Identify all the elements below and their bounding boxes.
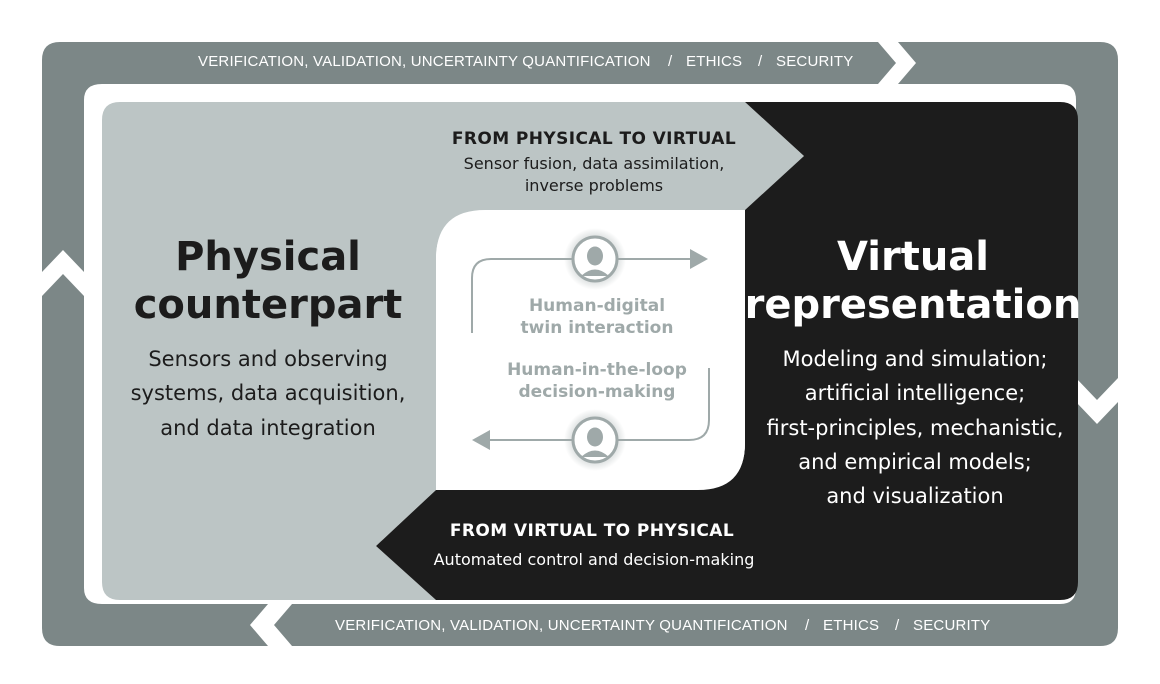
interaction-label-line1: Human-digital bbox=[529, 296, 665, 316]
ring-bottom-ethics: ETHICS bbox=[823, 617, 879, 634]
physical-title-line2: counterpart bbox=[134, 282, 403, 328]
ring-break-top bbox=[878, 42, 916, 84]
virtual-title-line2: representation bbox=[745, 282, 1082, 328]
interaction-label-line2: twin interaction bbox=[521, 318, 674, 338]
ring-bottom-sep1: / bbox=[805, 617, 810, 634]
to-physical-sub-line1: Automated control and decision-making bbox=[434, 550, 755, 569]
ring-top-vvuq: VERIFICATION, VALIDATION, UNCERTAINTY QU… bbox=[198, 53, 651, 70]
loop-arrowhead-left bbox=[472, 430, 490, 450]
virtual-desc-line5: and visualization bbox=[826, 484, 1003, 508]
to-virtual-title: FROM PHYSICAL TO VIRTUAL bbox=[452, 129, 736, 149]
ring-bottom-vvuq: VERIFICATION, VALIDATION, UNCERTAINTY QU… bbox=[335, 617, 788, 634]
center-interaction-area bbox=[436, 212, 745, 489]
physical-desc-line3: and data integration bbox=[160, 416, 376, 440]
physical-title-line1: Physical bbox=[175, 234, 361, 280]
physical-panel bbox=[102, 102, 804, 600]
ring-top-sep2: / bbox=[758, 53, 763, 70]
loop-arrowhead-right bbox=[690, 249, 708, 269]
virtual-panel bbox=[376, 102, 1078, 600]
ring-break-right bbox=[1076, 378, 1118, 424]
loop-line-top bbox=[471, 258, 690, 333]
ring-top-sep1: / bbox=[668, 53, 673, 70]
person-icon bbox=[564, 228, 626, 290]
virtual-desc-line3: first-principles, mechanistic, bbox=[767, 416, 1064, 440]
virtual-desc-line4: and empirical models; bbox=[798, 450, 1032, 474]
ring-top-security: SECURITY bbox=[776, 53, 853, 70]
ring-top-ethics: ETHICS bbox=[686, 53, 742, 70]
virtual-desc-line1: Modeling and simulation; bbox=[783, 347, 1048, 371]
ring-bottom-sep2: / bbox=[895, 617, 900, 634]
virtual-desc-line2: artificial intelligence; bbox=[805, 381, 1025, 405]
ring-break-left bbox=[42, 250, 84, 296]
ring-bottom-security: SECURITY bbox=[913, 617, 990, 634]
physical-desc-line1: Sensors and observing bbox=[148, 347, 387, 371]
physical-desc-line2: systems, data acquisition, bbox=[131, 381, 406, 405]
ring-break-bottom bbox=[250, 604, 292, 646]
loop-line-bottom bbox=[490, 368, 710, 441]
person-icon bbox=[564, 409, 626, 471]
to-virtual-sub-line1: Sensor fusion, data assimilation, bbox=[464, 154, 725, 173]
to-physical-title: FROM VIRTUAL TO PHYSICAL bbox=[450, 521, 734, 541]
virtual-title-line1: Virtual bbox=[837, 234, 989, 280]
loop-label-line2: decision-making bbox=[519, 382, 676, 402]
loop-label-line1: Human-in-the-loop bbox=[507, 360, 687, 380]
to-virtual-sub-line2: inverse problems bbox=[525, 176, 663, 195]
